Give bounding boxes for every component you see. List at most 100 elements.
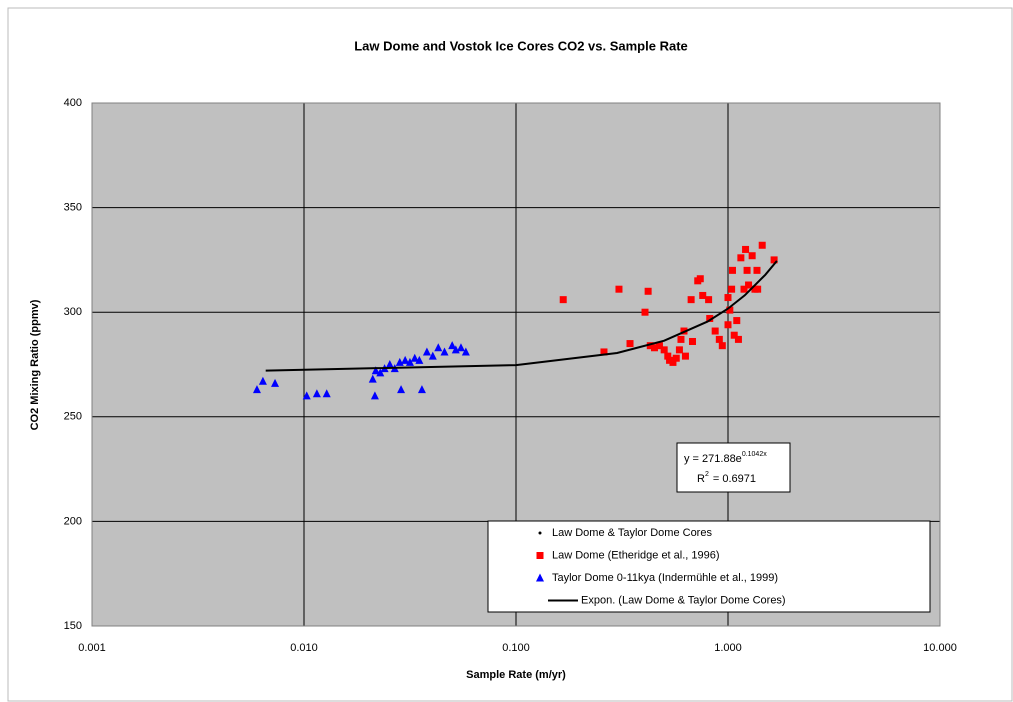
marker-triangle — [271, 378, 280, 387]
marker-triangle — [451, 345, 460, 354]
legend-label: Taylor Dome 0-11kya (Indermühle et al., … — [552, 572, 778, 584]
marker-square — [646, 342, 654, 350]
marker-square — [743, 266, 751, 274]
marker-square — [705, 296, 713, 304]
marker-triangle — [536, 573, 544, 582]
marker-square — [718, 342, 726, 350]
r-squared-value: = 0.6971 — [713, 473, 756, 485]
marker-triangle — [371, 366, 380, 375]
marker-square — [754, 285, 762, 293]
r-squared-sup: 2 — [705, 471, 709, 478]
marker-square — [711, 327, 719, 335]
x-tick-label: 1.000 — [714, 642, 742, 654]
marker-triangle — [397, 385, 406, 394]
trend-equation: y = 271.88e0.1042x — [684, 451, 767, 465]
marker-triangle — [428, 351, 437, 360]
marker-triangle — [417, 385, 426, 394]
marker-triangle — [395, 357, 404, 366]
marker-square — [650, 344, 658, 352]
marker-triangle — [461, 347, 470, 356]
marker-triangle — [410, 353, 419, 362]
equation-box — [676, 442, 791, 493]
marker-square — [536, 552, 544, 559]
marker-square — [758, 241, 766, 249]
marker-square — [688, 337, 696, 345]
marker-triangle — [405, 357, 414, 366]
equation-exponent: 0.1042x — [742, 451, 767, 458]
marker-square — [728, 285, 736, 293]
marker-square — [748, 252, 756, 260]
marker-triangle — [456, 343, 465, 352]
marker-triangle — [252, 385, 261, 394]
marker-dot — [538, 531, 542, 535]
marker-triangle — [312, 389, 321, 398]
marker-square — [669, 358, 677, 366]
chart-title: Law Dome and Vostok Ice Cores CO2 vs. Sa… — [354, 38, 688, 53]
marker-square — [730, 331, 738, 339]
marker-square — [600, 348, 608, 356]
y-tick-label: 400 — [64, 97, 82, 109]
trendline — [265, 260, 778, 372]
x-tick-label: 0.010 — [290, 642, 318, 654]
marker-triangle — [448, 341, 457, 350]
x-axis-label: Sample Rate (m/yr) — [466, 669, 566, 681]
marker-triangle — [322, 389, 331, 398]
marker-square — [715, 335, 723, 343]
marker-square — [664, 352, 672, 360]
legend-label: Law Dome & Taylor Dome Cores — [552, 527, 712, 539]
marker-triangle — [422, 347, 431, 356]
legend-label: Expon. (Law Dome & Taylor Dome Cores) — [581, 594, 786, 606]
marker-square — [728, 266, 736, 274]
marker-triangle — [258, 376, 267, 385]
marker-square — [681, 352, 689, 360]
marker-square — [706, 314, 714, 322]
marker-square — [740, 285, 748, 293]
marker-square — [724, 294, 732, 302]
equation-text: y = 271.88e — [684, 453, 742, 465]
marker-triangle — [385, 360, 394, 368]
x-tick-label: 0.001 — [78, 642, 106, 654]
plot-border — [91, 102, 941, 627]
marker-square — [733, 317, 741, 325]
marker-triangle — [368, 374, 377, 383]
x-tick-label: 0.100 — [502, 642, 530, 654]
marker-square — [745, 281, 753, 289]
marker-square — [660, 346, 668, 354]
marker-triangle — [440, 347, 449, 356]
marker-square — [675, 346, 683, 354]
marker-triangle — [415, 355, 424, 364]
y-tick-label: 350 — [64, 202, 82, 214]
marker-square — [644, 287, 652, 295]
marker-square — [559, 296, 567, 304]
marker-square — [641, 308, 649, 316]
marker-triangle — [370, 391, 379, 400]
r-squared-text: R — [697, 473, 705, 485]
x-tick-label: 10.000 — [923, 642, 957, 654]
legend-label: Law Dome (Etheridge et al., 1996) — [552, 549, 720, 561]
marker-square — [742, 245, 750, 253]
marker-square — [696, 275, 704, 283]
marker-square — [724, 321, 732, 329]
marker-triangle — [434, 343, 443, 352]
y-tick-label: 250 — [64, 411, 82, 423]
marker-triangle — [302, 391, 311, 400]
marker-triangle — [376, 368, 385, 377]
marker-square — [626, 340, 634, 348]
marker-square — [655, 342, 663, 350]
marker-square — [699, 291, 707, 299]
marker-square — [737, 254, 745, 262]
y-tick-label: 150 — [64, 620, 82, 632]
marker-square — [672, 354, 680, 362]
marker-square — [734, 335, 742, 343]
marker-square — [615, 285, 623, 293]
y-tick-label: 300 — [64, 306, 82, 318]
marker-square — [687, 296, 695, 304]
marker-square — [753, 266, 761, 274]
marker-triangle — [401, 355, 410, 364]
y-tick-label: 200 — [64, 515, 82, 527]
legend-box — [487, 520, 931, 613]
y-axis-label: CO2 Mixing Ratio (ppmv) — [29, 299, 41, 430]
trend-r-squared: R2 = 0.6971 — [697, 471, 756, 485]
marker-square — [770, 256, 778, 264]
